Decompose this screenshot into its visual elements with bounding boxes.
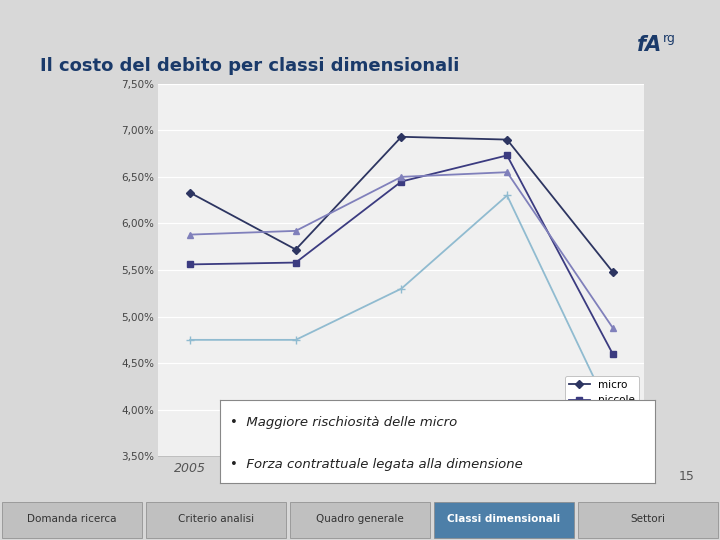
medie (608, 325, 617, 331)
micro (292, 246, 300, 253)
Legend: micro, piccole, medie, grandi: micro, piccole, medie, grandi (564, 376, 639, 440)
Text: Il costo del debito per classi dimensionali: Il costo del debito per classi dimension… (40, 57, 459, 75)
piccole (186, 261, 194, 268)
micro (608, 268, 617, 275)
Text: fA: fA (637, 35, 662, 55)
Text: rg: rg (662, 32, 675, 45)
Line: medie: medie (187, 169, 616, 331)
Text: Settori: Settori (631, 514, 665, 524)
medie (397, 173, 406, 180)
Text: Quadro generale: Quadro generale (316, 514, 404, 524)
grandi (292, 336, 300, 343)
Line: piccole: piccole (187, 152, 616, 357)
piccole (292, 259, 300, 266)
piccole (503, 152, 511, 159)
piccole (608, 350, 617, 357)
Text: •  Maggiore rischiosità delle micro: • Maggiore rischiosità delle micro (230, 416, 458, 429)
grandi (503, 192, 511, 199)
Line: grandi: grandi (186, 191, 617, 421)
medie (503, 169, 511, 176)
Line: micro: micro (187, 134, 616, 275)
medie (292, 228, 300, 234)
Text: •  Forza contrattuale legata alla dimensione: • Forza contrattuale legata alla dimensi… (230, 458, 523, 471)
medie (186, 231, 194, 238)
Text: 15: 15 (679, 470, 695, 483)
Text: Classi dimensionali: Classi dimensionali (447, 514, 561, 524)
micro (397, 133, 406, 140)
grandi (186, 336, 194, 343)
micro (186, 190, 194, 196)
Text: Domanda ricerca: Domanda ricerca (27, 514, 117, 524)
grandi (397, 285, 406, 292)
Text: Criterio analisi: Criterio analisi (178, 514, 254, 524)
micro (503, 136, 511, 143)
piccole (397, 178, 406, 185)
grandi (608, 414, 617, 421)
